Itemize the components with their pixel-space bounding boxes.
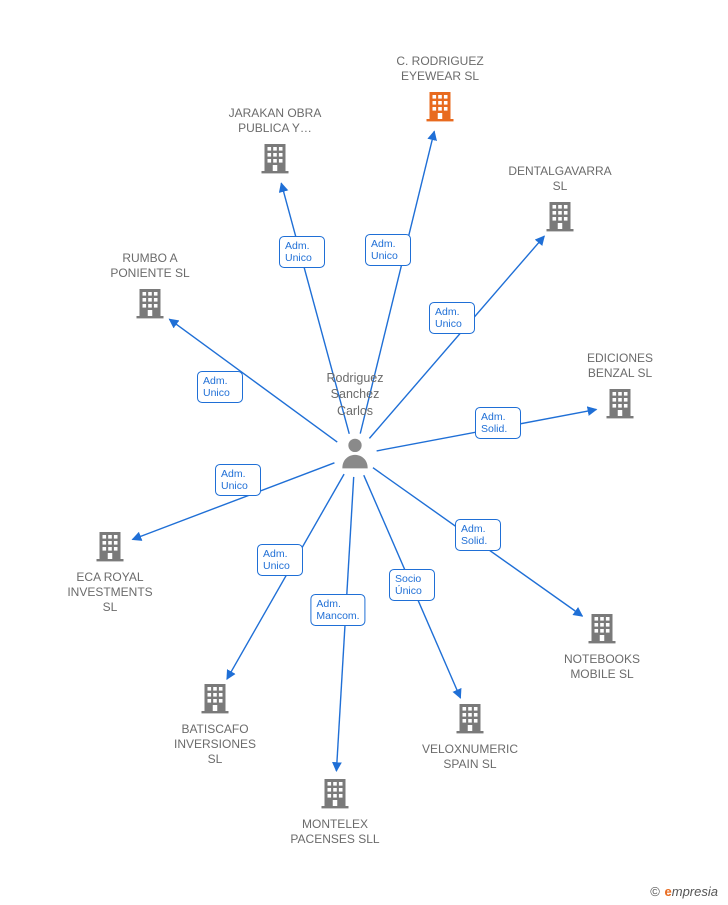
network-canvas	[0, 0, 728, 905]
edge-line	[169, 319, 337, 442]
edge-line	[377, 409, 597, 450]
edge-line	[132, 463, 334, 540]
edge-line	[281, 183, 349, 434]
edge-line	[336, 477, 353, 771]
watermark: © empresia	[650, 884, 718, 899]
edge-line	[360, 131, 434, 433]
edge-line	[227, 474, 344, 679]
edge-line	[373, 468, 582, 616]
brand-logo: empresia	[664, 884, 718, 899]
copyright-symbol: ©	[650, 884, 660, 899]
edge-line	[369, 236, 544, 438]
edge-line	[364, 475, 461, 698]
